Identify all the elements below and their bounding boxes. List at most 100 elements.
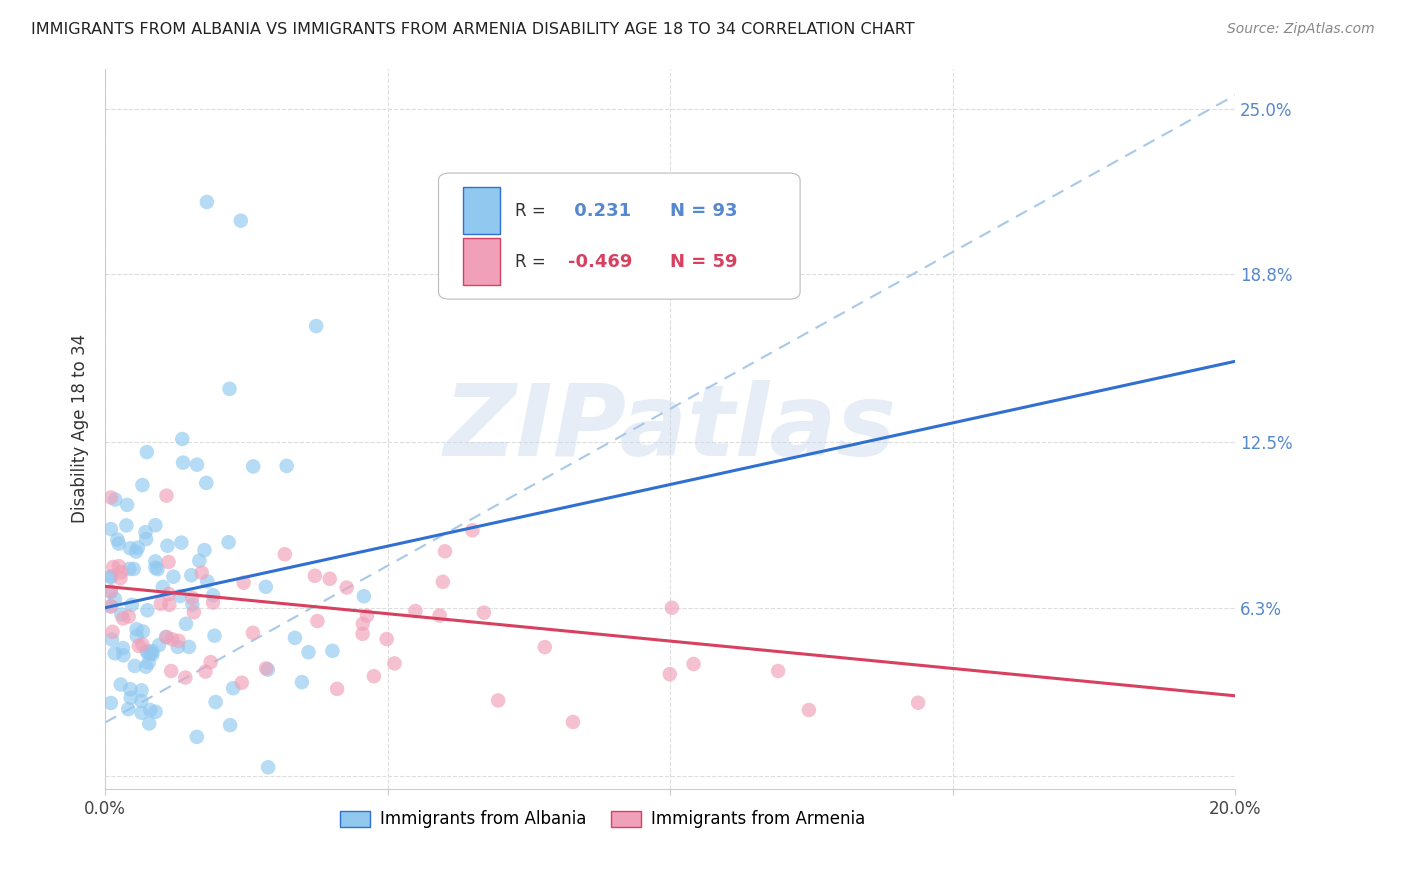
Point <box>136 644 159 658</box>
Point <box>195 574 218 589</box>
Point <box>131 638 153 652</box>
Point <box>145 560 167 574</box>
Point <box>352 616 374 631</box>
Point <box>112 648 135 663</box>
Point <box>138 656 160 670</box>
Point <box>461 524 484 538</box>
Point <box>141 644 163 658</box>
Point <box>139 646 162 660</box>
Legend: Immigrants from Albania, Immigrants from Armenia: Immigrants from Albania, Immigrants from… <box>333 804 872 835</box>
Point <box>131 694 153 708</box>
Point <box>131 478 153 492</box>
Point <box>115 498 138 512</box>
Point <box>160 664 183 678</box>
Point <box>434 544 457 558</box>
Point <box>472 606 495 620</box>
Point <box>135 532 157 546</box>
Point <box>134 525 156 540</box>
Point <box>139 703 162 717</box>
Point <box>125 622 148 636</box>
FancyBboxPatch shape <box>439 173 800 299</box>
Point <box>120 690 142 705</box>
Point <box>174 671 197 685</box>
Point <box>131 683 153 698</box>
Point <box>107 536 129 550</box>
Point <box>132 624 155 639</box>
Point <box>155 630 177 644</box>
Point <box>143 554 166 568</box>
Point <box>336 581 359 595</box>
Point <box>100 599 122 614</box>
Point <box>204 629 226 643</box>
Point <box>202 588 225 602</box>
Point <box>162 570 184 584</box>
Point <box>204 695 226 709</box>
Point <box>145 705 167 719</box>
Point <box>100 569 122 583</box>
Point <box>181 598 204 612</box>
Point <box>118 562 141 576</box>
Point <box>121 598 143 612</box>
Point <box>276 458 298 473</box>
Point <box>429 608 451 623</box>
Point <box>104 492 127 507</box>
Text: N = 59: N = 59 <box>671 252 738 270</box>
Point <box>190 566 212 580</box>
Point <box>254 661 277 675</box>
Point <box>100 584 122 599</box>
Point <box>100 599 122 614</box>
Point <box>172 456 194 470</box>
Point <box>100 570 122 584</box>
Point <box>100 584 122 599</box>
Point <box>201 595 224 609</box>
Point <box>169 589 191 603</box>
Point <box>486 693 509 707</box>
Point <box>218 382 240 396</box>
Point <box>155 630 177 644</box>
Point <box>797 703 820 717</box>
Point <box>111 611 134 625</box>
Point <box>149 597 172 611</box>
Point <box>304 569 326 583</box>
Point <box>128 639 150 653</box>
Point <box>222 681 245 696</box>
Point <box>352 627 374 641</box>
Point <box>157 555 180 569</box>
Point <box>188 554 211 568</box>
Point <box>181 591 204 605</box>
Point <box>160 632 183 647</box>
Point <box>353 589 375 603</box>
Point <box>384 657 406 671</box>
Point <box>118 609 141 624</box>
Point <box>108 559 131 574</box>
Point <box>166 640 188 654</box>
Point <box>257 760 280 774</box>
Point <box>141 648 163 662</box>
Y-axis label: Disability Age 18 to 34: Disability Age 18 to 34 <box>72 334 89 524</box>
Point <box>321 644 343 658</box>
Text: Source: ZipAtlas.com: Source: ZipAtlas.com <box>1227 22 1375 37</box>
Point <box>111 640 134 655</box>
Point <box>432 574 454 589</box>
Point <box>363 669 385 683</box>
Point <box>218 535 240 549</box>
Point <box>242 459 264 474</box>
Point <box>219 718 242 732</box>
Point <box>155 489 177 503</box>
Point <box>167 633 190 648</box>
Point <box>125 629 148 643</box>
Point <box>274 547 297 561</box>
Point <box>146 562 169 576</box>
Point <box>297 645 319 659</box>
Point <box>356 608 378 623</box>
Point <box>157 587 180 601</box>
Point <box>110 607 132 622</box>
Point <box>174 616 197 631</box>
Point <box>107 533 129 547</box>
Point <box>229 213 252 227</box>
Point <box>101 624 124 639</box>
Point <box>124 659 146 673</box>
Point <box>195 194 218 209</box>
Point <box>172 432 194 446</box>
Point <box>115 518 138 533</box>
